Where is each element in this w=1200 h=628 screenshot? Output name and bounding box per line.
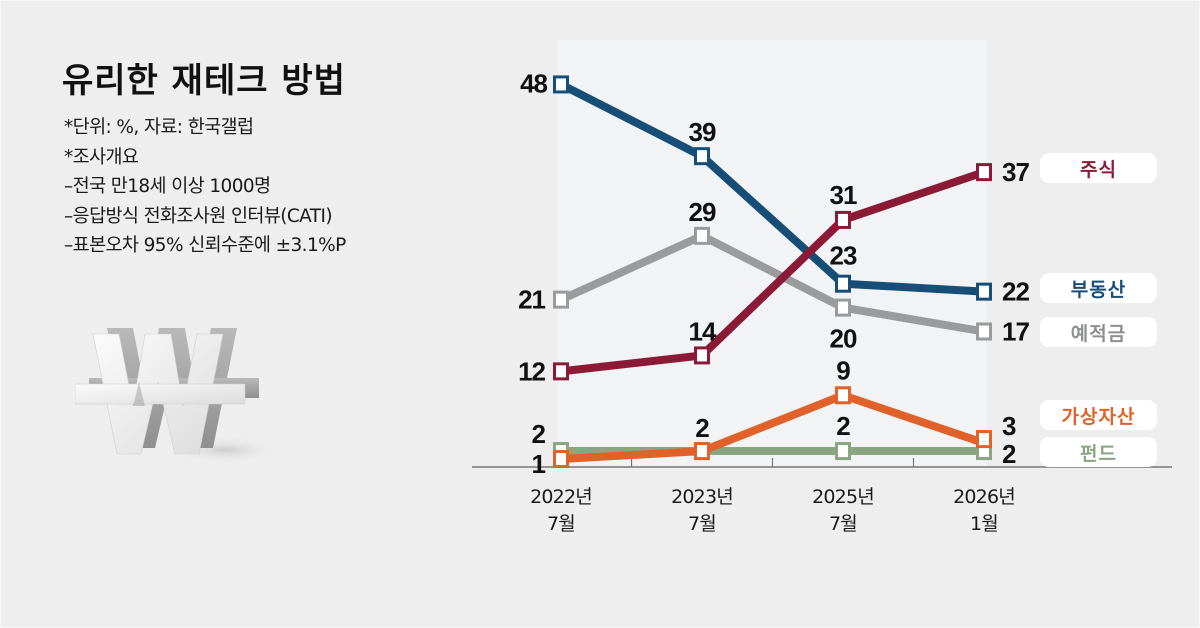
legend-item-stock: 주식 bbox=[1040, 153, 1157, 183]
data-label-stock: 31 bbox=[830, 180, 857, 210]
data-label-fund: 2 bbox=[532, 419, 546, 449]
x-tick-label: 1월 bbox=[970, 513, 998, 535]
data-point-crypto bbox=[694, 442, 710, 461]
data-point-stock bbox=[694, 346, 710, 365]
x-tick-label: 2026년 bbox=[953, 486, 1015, 508]
data-point-savings bbox=[976, 322, 992, 341]
x-tick-label: 7월 bbox=[547, 513, 575, 535]
data-point-real-estate bbox=[976, 282, 992, 301]
data-label-stock: 12 bbox=[518, 356, 545, 386]
data-label-stock: 37 bbox=[1002, 157, 1029, 187]
data-label-crypto: 3 bbox=[1002, 411, 1016, 441]
note-unit-source: *단위: %, 자료: 한국갤럽 bbox=[64, 117, 254, 138]
data-point-real-estate bbox=[694, 147, 710, 166]
data-label-real-estate: 39 bbox=[689, 117, 716, 147]
data-label-real-estate: 48 bbox=[520, 68, 547, 98]
data-point-savings bbox=[694, 226, 710, 245]
data-point-crypto bbox=[553, 450, 569, 469]
legend-item-fund: 펀드 bbox=[1040, 437, 1157, 467]
data-point-real-estate bbox=[835, 274, 851, 293]
data-label-crypto: 1 bbox=[532, 449, 546, 479]
data-point-savings bbox=[553, 290, 569, 309]
note-survey-heading: *조사개요 bbox=[64, 146, 139, 168]
data-label-stock: 14 bbox=[689, 316, 717, 346]
plot-area-background bbox=[558, 40, 986, 466]
legend-item-savings: 예적금 bbox=[1040, 317, 1157, 347]
data-label-savings: 17 bbox=[1002, 317, 1029, 347]
x-tick-label: 7월 bbox=[829, 513, 857, 535]
series-line-real-estate bbox=[559, 80, 985, 296]
series-line-crypto bbox=[560, 391, 986, 464]
data-label-crypto: 9 bbox=[836, 355, 850, 385]
note-sample: –전국 만18세 이상 1000명 bbox=[64, 176, 271, 197]
won-currency-3d-icon bbox=[75, 328, 275, 464]
data-label-real-estate: 23 bbox=[830, 241, 857, 271]
x-tick-label: 2023년 bbox=[671, 486, 733, 508]
series-line-savings bbox=[559, 231, 985, 336]
data-point-savings bbox=[835, 298, 851, 317]
data-label-savings: 29 bbox=[689, 197, 716, 227]
legend-item-real-estate: 부동산 bbox=[1040, 273, 1157, 303]
note-margin-of-error: –표본오차 95% 신뢰수준에 ±3.1%P bbox=[64, 235, 346, 256]
data-label-savings: 20 bbox=[830, 324, 857, 354]
x-tick-label: 7월 bbox=[688, 513, 716, 535]
note-method: –응답방식 전화조사원 인터뷰(CATI) bbox=[64, 205, 333, 227]
data-label-real-estate: 22 bbox=[1002, 277, 1029, 307]
data-point-crypto bbox=[976, 430, 992, 449]
data-point-crypto bbox=[835, 386, 851, 405]
data-point-stock bbox=[553, 362, 569, 381]
x-tick-label: 2022년 bbox=[530, 486, 592, 508]
data-label-fund: 2 bbox=[836, 411, 850, 441]
data-point-fund bbox=[835, 442, 851, 461]
data-label-crypto: 2 bbox=[695, 413, 709, 443]
chart-notes: *단위: %, 자료: 한국갤럽 *조사개요 –전국 만18세 이상 1000명… bbox=[64, 113, 346, 261]
legend-item-crypto: 가상자산 bbox=[1040, 400, 1157, 430]
data-label-savings: 21 bbox=[518, 285, 545, 315]
data-point-stock bbox=[835, 210, 851, 229]
data-point-real-estate bbox=[553, 75, 569, 94]
chart-title: 유리한 재테크 방법 bbox=[62, 61, 346, 101]
x-tick-label: 2025년 bbox=[812, 486, 874, 508]
series-line-stock bbox=[560, 168, 986, 376]
data-label-fund: 2 bbox=[1002, 439, 1016, 469]
data-point-stock bbox=[976, 163, 992, 182]
